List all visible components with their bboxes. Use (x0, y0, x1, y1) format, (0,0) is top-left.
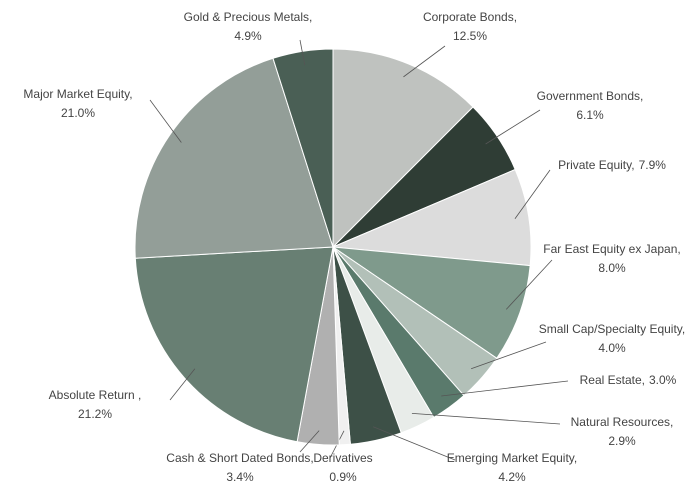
value-label: 4.0% (598, 341, 626, 355)
slice-label: Corporate Bonds, 12.5% (423, 10, 517, 43)
value-label: 2.9% (608, 434, 636, 448)
value-label: 7.9% (639, 158, 667, 172)
category-label: Private Equity, (558, 158, 634, 172)
category-label: Real Estate, (580, 373, 645, 387)
leader-line (441, 380, 569, 397)
category-label: Government Bonds, (537, 89, 644, 103)
pie-slice (332, 168, 532, 267)
leader-line (299, 430, 320, 453)
value-label: 0.9% (329, 470, 357, 484)
slice-label: Major Market Equity, 21.0% (23, 87, 132, 120)
leader-line (299, 39, 306, 66)
slice-label: Derivatives 0.9% (313, 451, 372, 484)
leader-line (373, 426, 456, 461)
slice-label: Private Equity, 7.9% (558, 158, 666, 172)
leader-line (169, 368, 196, 401)
slice-label: Real Estate, 3.0% (580, 373, 677, 387)
slice-label: Emerging Market Equity, 4.2% (447, 451, 578, 484)
category-label: Gold & Precious Metals, (184, 10, 313, 24)
pie-slice (332, 48, 474, 249)
slice-label: Gold & Precious Metals, 4.9% (184, 10, 313, 43)
slice-label: Far East Equity ex Japan, 8.0% (543, 242, 680, 275)
slice-label: Government Bonds, 6.1% (537, 89, 644, 122)
slice-label: Natural Resources, 2.9% (571, 415, 674, 448)
leader-line (514, 169, 551, 219)
leader-line (149, 99, 182, 143)
leader-line (470, 341, 547, 370)
value-label: 3.4% (226, 470, 254, 484)
leader-line (505, 259, 553, 310)
value-label: 6.1% (576, 108, 604, 122)
category-label: Small Cap/Specialty Equity, (539, 322, 686, 336)
leader-line (411, 412, 561, 425)
category-label: Major Market Equity, (23, 87, 132, 101)
value-label: 4.9% (234, 29, 262, 43)
category-label: Emerging Market Equity, (447, 451, 578, 465)
category-label: Corporate Bonds, (423, 10, 517, 24)
leader-line (403, 45, 446, 78)
pie-slice (332, 246, 531, 359)
value-label: 8.0% (598, 261, 626, 275)
value-label: 3.0% (649, 373, 677, 387)
value-label: 12.5% (453, 29, 487, 43)
category-label: Cash & Short Dated Bonds, (166, 451, 313, 465)
category-label: Absolute Return , (49, 388, 142, 402)
leader-line (485, 109, 541, 145)
value-label: 4.2% (498, 470, 526, 484)
pie-slice (134, 246, 334, 443)
pie-slice (134, 57, 334, 259)
slice-label: Cash & Short Dated Bonds, 3.4% (166, 451, 313, 484)
pie-slice (272, 48, 334, 248)
category-label: Derivatives (313, 451, 372, 465)
category-label: Far East Equity ex Japan, (543, 242, 680, 256)
slice-label: Small Cap/Specialty Equity, 4.0% (539, 322, 686, 355)
value-label: 21.2% (78, 407, 112, 421)
value-label: 21.0% (61, 106, 95, 120)
slice-label: Absolute Return , 21.2% (49, 388, 142, 421)
category-label: Natural Resources, (571, 415, 674, 429)
